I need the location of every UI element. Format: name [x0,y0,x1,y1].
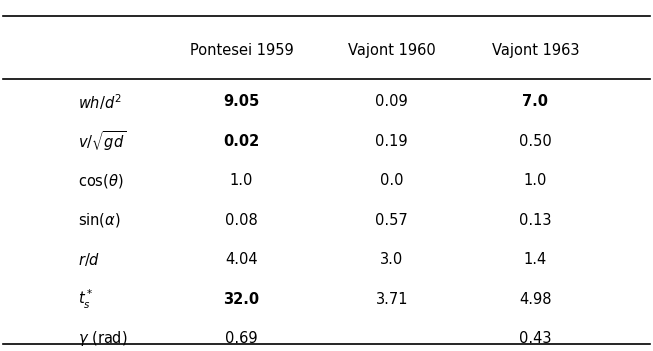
Text: $r/d$: $r/d$ [78,251,101,268]
Text: $\sin(\alpha)$: $\sin(\alpha)$ [78,211,121,229]
Text: $wh/d^2$: $wh/d^2$ [78,92,122,112]
Text: $\gamma$ (rad): $\gamma$ (rad) [78,329,128,348]
Text: 0.0: 0.0 [380,173,404,188]
Text: 0.02: 0.02 [223,134,260,149]
Text: 1.0: 1.0 [230,173,253,188]
Text: Pontesei 1959: Pontesei 1959 [190,44,293,58]
Text: 0.57: 0.57 [375,213,408,228]
Text: $\cos(\theta)$: $\cos(\theta)$ [78,172,124,190]
Text: 0.13: 0.13 [519,213,552,228]
Text: 0.43: 0.43 [519,331,552,346]
Text: 9.05: 9.05 [223,94,260,109]
Text: 0.08: 0.08 [225,213,258,228]
Text: $v/\sqrt{gd}$: $v/\sqrt{gd}$ [78,129,127,153]
Text: 3.0: 3.0 [380,252,404,267]
Text: Vajont 1963: Vajont 1963 [492,44,579,58]
Text: 7.0: 7.0 [522,94,549,109]
Text: 4.98: 4.98 [519,292,552,307]
Text: 0.69: 0.69 [225,331,258,346]
Text: 4.04: 4.04 [225,252,258,267]
Text: $t_s^*$: $t_s^*$ [78,287,94,311]
Text: Vajont 1960: Vajont 1960 [348,44,436,58]
Text: 3.71: 3.71 [375,292,408,307]
Text: 0.19: 0.19 [375,134,408,149]
Text: 1.0: 1.0 [524,173,547,188]
Text: 32.0: 32.0 [223,292,260,307]
Text: 1.4: 1.4 [524,252,547,267]
Text: 0.50: 0.50 [519,134,552,149]
Text: 0.09: 0.09 [375,94,408,109]
